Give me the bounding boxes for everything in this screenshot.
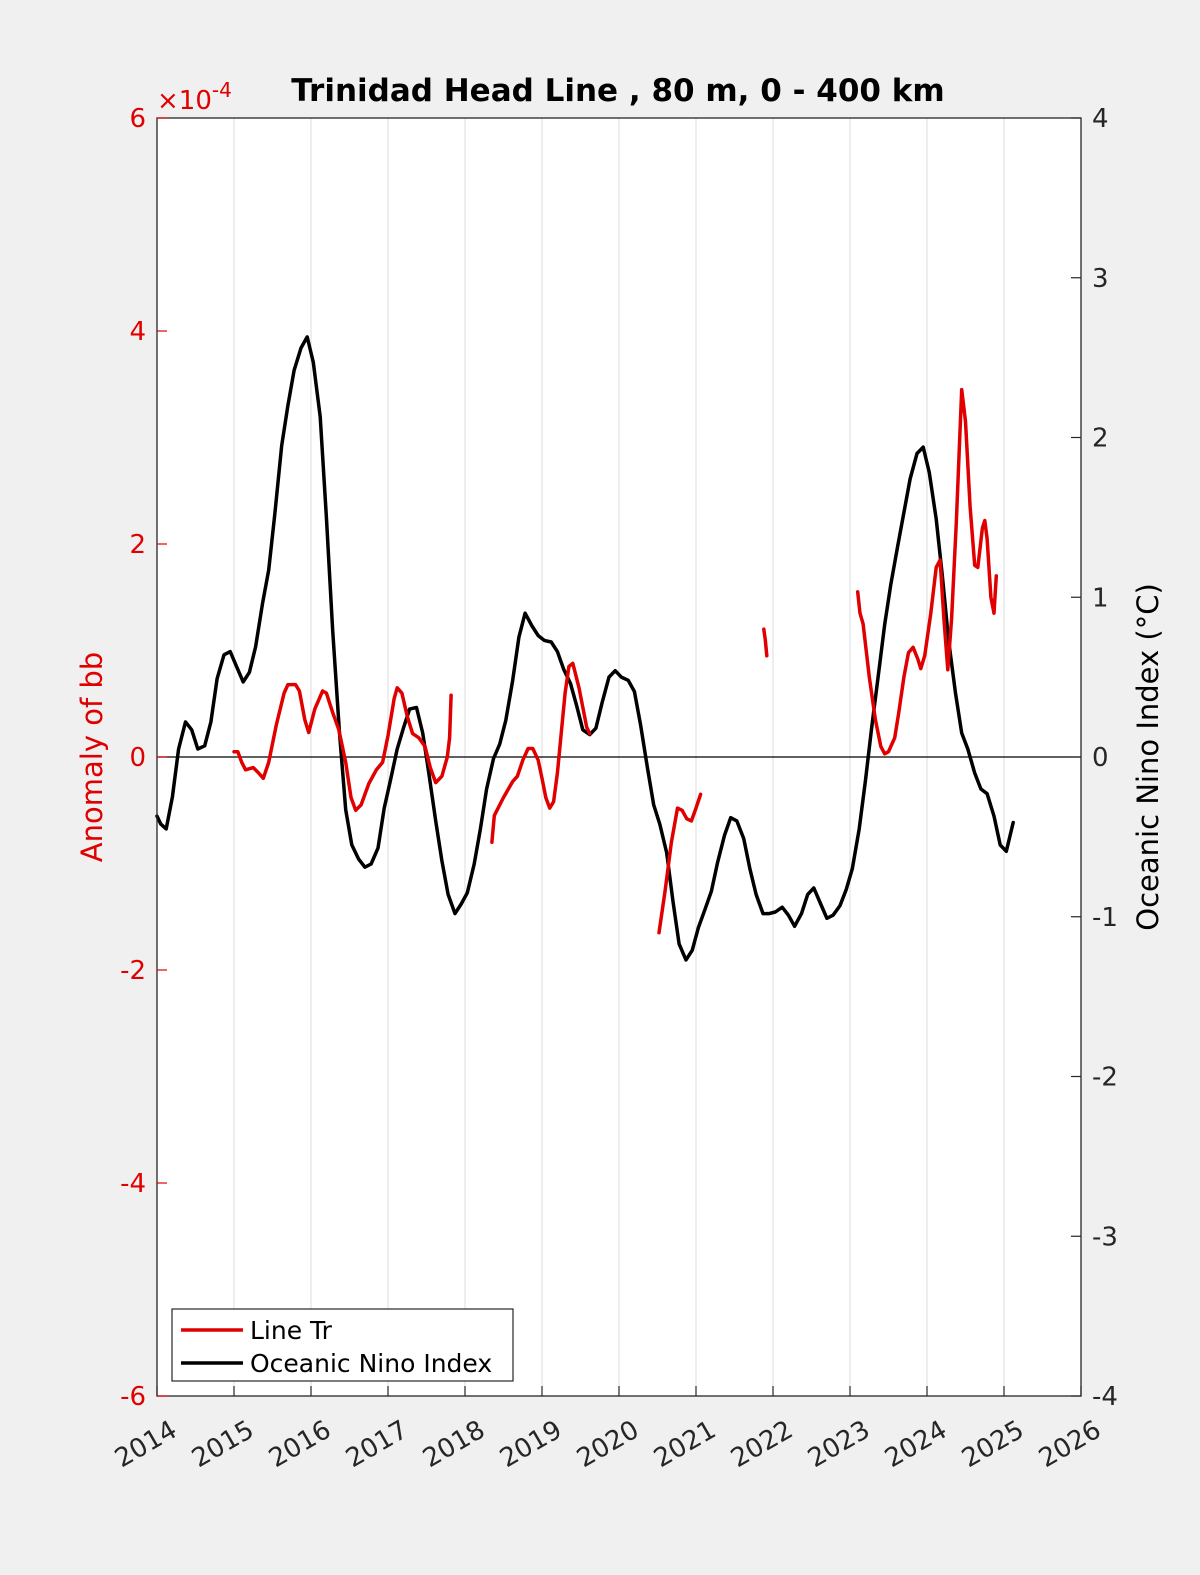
y-right-tick-label-0: 0 bbox=[1092, 743, 1109, 773]
y-right-tick-label-1: 1 bbox=[1092, 583, 1109, 613]
left-y-axis: -6 -4 -2 0 2 4 6 bbox=[120, 104, 167, 1412]
y-right-axis-label: Oceanic Nino Index (°C) bbox=[1131, 583, 1165, 931]
y-left-tick-label-0: 0 bbox=[129, 743, 146, 773]
x-tick-label-2023: 2023 bbox=[803, 1415, 875, 1474]
x-tick-label-2014: 2014 bbox=[110, 1415, 182, 1474]
y-left-multiplier: ×10-4 bbox=[157, 78, 232, 116]
x-tick-label-2020: 2020 bbox=[572, 1415, 644, 1474]
y-right-tick-label--3: -3 bbox=[1092, 1222, 1118, 1252]
series-line-tr-segment-2 bbox=[657, 792, 703, 935]
x-tick-label-2024: 2024 bbox=[880, 1415, 952, 1474]
y-right-tick-label--1: -1 bbox=[1092, 903, 1118, 933]
series-line-tr-segment-3 bbox=[762, 627, 769, 658]
x-tick-label-2022: 2022 bbox=[726, 1415, 798, 1474]
y-left-tick-label-4: 4 bbox=[129, 317, 146, 347]
y-left-tick-label-6: 6 bbox=[129, 104, 146, 134]
y-right-tick-label-4: 4 bbox=[1092, 104, 1109, 134]
x-tick-label-2015: 2015 bbox=[187, 1415, 259, 1474]
x-tick-label-2019: 2019 bbox=[495, 1415, 567, 1474]
x-tick-label-2021: 2021 bbox=[649, 1415, 721, 1474]
chart-title: Trinidad Head Line , 80 m, 0 - 400 km bbox=[291, 73, 944, 109]
x-tick-label-2017: 2017 bbox=[341, 1415, 413, 1474]
series-line-tr-segment-0 bbox=[232, 682, 453, 813]
legend: Line Tr Oceanic Nino Index bbox=[171, 1308, 514, 1382]
y-right-tick-label-3: 3 bbox=[1092, 264, 1109, 294]
legend-box bbox=[171, 1308, 514, 1382]
legend-label-line-tr: Line Tr bbox=[250, 1316, 333, 1345]
y-right-tick-label--4: -4 bbox=[1092, 1382, 1118, 1412]
x-tick-label-2016: 2016 bbox=[264, 1415, 336, 1474]
y-left-tick-label--2: -2 bbox=[120, 956, 146, 986]
x-tick-label-2018: 2018 bbox=[418, 1415, 490, 1474]
x-tick-label-2025: 2025 bbox=[957, 1415, 1029, 1474]
y-right-tick-label-2: 2 bbox=[1092, 424, 1109, 454]
series-line-tr-segment-4 bbox=[855, 387, 999, 756]
series-oceanic-nino-index-segment-0 bbox=[155, 335, 1015, 962]
y-left-axis-label: Anomaly of bb bbox=[75, 652, 109, 862]
series-layer bbox=[155, 335, 1015, 962]
x-axis: 2014 2015 2016 2017 2018 2019 2020 2021 2022 2023… bbox=[110, 1386, 1106, 1474]
y-right-tick-label--2: -2 bbox=[1092, 1063, 1118, 1093]
series-line-tr-segment-1 bbox=[490, 661, 592, 844]
y-left-tick-label-2: 2 bbox=[129, 530, 146, 560]
legend-label-oni: Oceanic Nino Index bbox=[250, 1349, 492, 1378]
x-tick-label-2026: 2026 bbox=[1034, 1415, 1106, 1474]
right-y-axis: -4 -3 -2 -1 0 1 2 3 4 bbox=[1071, 104, 1118, 1412]
y-left-tick-label--4: -4 bbox=[120, 1169, 146, 1199]
y-left-tick-label--6: -6 bbox=[120, 1382, 146, 1412]
